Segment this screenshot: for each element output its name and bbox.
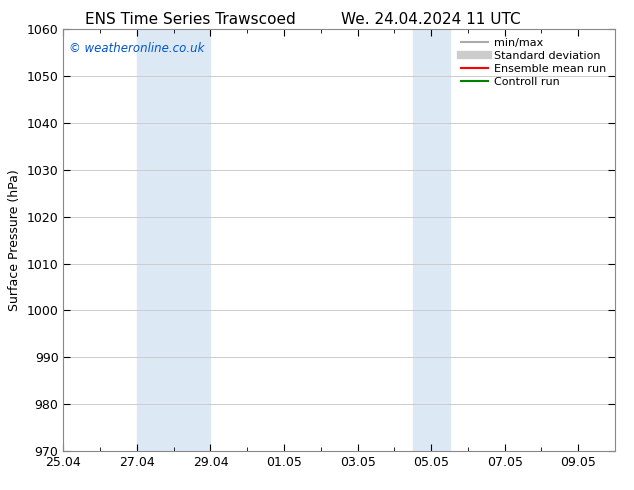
Bar [137,29,210,451]
Text: © weatheronline.co.uk: © weatheronline.co.uk [69,42,204,55]
Legend: min/max, Standard deviation, Ensemble mean run, Controll run: min/max, Standard deviation, Ensemble me… [457,35,609,90]
Bar [413,29,450,451]
Y-axis label: Surface Pressure (hPa): Surface Pressure (hPa) [8,169,21,311]
Text: ENS Time Series Trawscoed: ENS Time Series Trawscoed [85,12,295,27]
Text: We. 24.04.2024 11 UTC: We. 24.04.2024 11 UTC [341,12,521,27]
